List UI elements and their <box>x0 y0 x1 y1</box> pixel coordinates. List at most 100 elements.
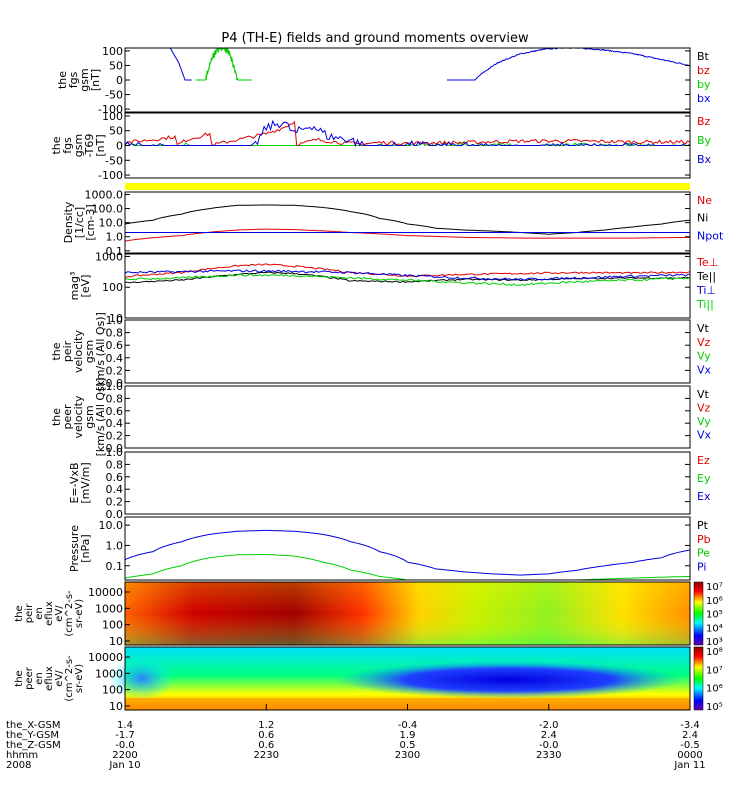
panel-peir_velocity: 1.00.80.60.40.20.0thepeirvelocitygsm[km/… <box>50 312 712 391</box>
spectrogram-peer_eflux: 10000 1000 100 10 the peer en eflux eV/(cm^2-s-s… <box>14 646 723 713</box>
y-tick-label: 0.0 <box>106 508 124 521</box>
y-tick-label: 1.0 <box>106 446 124 459</box>
legend-Bz: Bz <box>697 115 711 128</box>
x-tick-label: 1.9 <box>400 730 416 741</box>
y-axis-label: gsm <box>78 68 91 91</box>
x-tick-label: -2.0 <box>539 720 559 731</box>
y-axis-label: [km/s (All Qs)] <box>94 312 107 391</box>
y-axis-label: [cm-3] <box>84 204 97 240</box>
legend-Vt: Vt <box>697 388 710 401</box>
x-tick-label: 2.4 <box>541 730 557 741</box>
y-tick-label: 0.1 <box>106 560 124 573</box>
x-tick-label: 1.2 <box>258 720 274 731</box>
spectrogram-core <box>334 660 685 699</box>
y-axis-label: (cm^2-s- <box>64 655 75 702</box>
y-tick-label: 1.0 <box>106 231 124 244</box>
y-axis-label: Density <box>62 201 75 243</box>
x-tick-label: Jan 11 <box>673 760 705 771</box>
y-tick-label: 10000 <box>88 651 123 664</box>
colorbar-tick-label: 10⁵ <box>706 702 723 713</box>
y-tick-label: 100 <box>102 619 123 632</box>
y-axis-label: velocity <box>72 395 85 438</box>
series-bx <box>169 48 192 81</box>
y-tick-label: 0.6 <box>106 339 124 352</box>
colorbar-tick-label: 10⁶ <box>706 596 723 607</box>
x-tick-label: -0.0 <box>115 740 135 751</box>
y-tick-label: 100 <box>102 110 123 123</box>
y-tick-label: 1000 <box>95 602 123 615</box>
y-axis-label: [nT] <box>94 134 107 156</box>
y-axis-label: sr-eV) <box>74 599 85 628</box>
legend-Te⊥: Te⊥ <box>696 256 718 269</box>
spectrogram-peir_eflux: 10000 1000 100 10 the peir en eflux eV/(cm^2-s-s… <box>14 581 723 648</box>
legend-Ex: Ex <box>697 490 711 503</box>
legend-By: By <box>697 134 712 147</box>
y-tick-label: 50 <box>109 59 123 72</box>
y-axis-label: peir <box>24 603 35 623</box>
y-axis-label: sr-eV) <box>74 664 85 693</box>
legend-Pt: Pt <box>697 519 709 532</box>
y-axis-label: gsm <box>72 134 85 157</box>
footer-row-label: the_Y-GSM <box>6 730 59 741</box>
y-axis-label: fgs <box>67 71 80 88</box>
y-tick-label: 1.0 <box>106 539 124 552</box>
y-axis-label: the <box>14 605 25 621</box>
y-tick-label: 0.4 <box>106 483 124 496</box>
y-tick-label: 50 <box>109 125 123 138</box>
y-axis-label: eV/ <box>54 605 65 622</box>
series-Ti|| <box>125 273 690 287</box>
legend-Ez: Ez <box>697 454 710 467</box>
legend-Vz: Vz <box>697 402 711 415</box>
x-tick-label: 0.6 <box>258 740 274 751</box>
y-axis-label: the <box>50 342 63 360</box>
y-tick-label: -100 <box>98 103 123 116</box>
footer-row-label: the_X-GSM <box>6 720 60 731</box>
series-bx <box>447 48 690 81</box>
y-axis-label: [km/s (All Qs)] <box>94 378 107 457</box>
legend-Ni: Ni <box>697 212 708 225</box>
panel-density: 1000.0 100.010.01.00.1 Density[1/cc][cm-3]… <box>62 188 724 257</box>
footer-row-label: hhmm <box>6 750 38 761</box>
y-tick-label: 0.4 <box>106 417 124 430</box>
legend-Vt: Vt <box>697 322 710 335</box>
series-group <box>125 204 690 242</box>
y-tick-label: 0.2 <box>106 364 124 377</box>
y-axis-label: eflux <box>44 601 55 626</box>
y-axis-label: the <box>50 136 63 154</box>
legend-Ti||: Ti|| <box>696 298 714 311</box>
legend-Ey: Ey <box>697 472 711 485</box>
y-tick-label: 100.0 <box>92 203 124 216</box>
y-axis-label: gsm <box>83 340 96 363</box>
y-tick-label: 0.8 <box>106 392 124 405</box>
y-tick-label: 0.8 <box>106 458 124 471</box>
colorbar-tick-label: 10⁷ <box>706 665 723 676</box>
y-tick-label: 10000 <box>88 586 123 599</box>
y-axis-label: [eV] <box>79 275 92 298</box>
chart-title: P4 (TH-E) fields and ground moments over… <box>221 31 529 46</box>
series-group <box>125 119 690 148</box>
x-tick-label: -1.7 <box>115 730 135 741</box>
y-tick-label: 100 <box>102 684 123 697</box>
y-tick-label: 10.0 <box>99 519 124 532</box>
y-axis-label: mag³ <box>68 272 81 301</box>
panel-frame <box>124 253 691 319</box>
y-tick-label: 0.4 <box>106 352 124 365</box>
yellow-band <box>125 183 690 190</box>
y-tick-label: 0.1 <box>106 245 124 258</box>
y-tick-label: -50 <box>105 89 123 102</box>
series-Te⊥ <box>125 263 690 278</box>
legend-Pi: Pi <box>697 560 706 573</box>
legend-Ti⊥: Ti⊥ <box>696 284 716 297</box>
panel-frame <box>124 191 691 254</box>
legend-Vy: Vy <box>697 415 711 428</box>
legend-Pb: Pb <box>697 533 711 546</box>
y-axis-label: peer <box>61 404 74 430</box>
series-by <box>195 48 253 81</box>
y-tick-label: 0.0 <box>106 442 124 455</box>
y-tick-label: 1000.0 <box>85 188 124 201</box>
y-axis-label: [nT] <box>89 69 102 91</box>
